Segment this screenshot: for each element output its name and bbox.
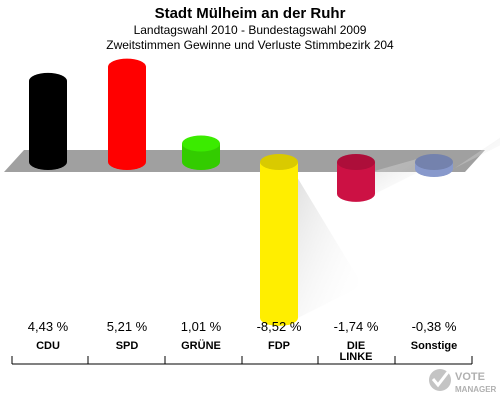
category-label-sonstige: Sonstige xyxy=(411,340,457,352)
bar-cap-sonstige xyxy=(415,154,453,170)
logo-line-2: MANAGER xyxy=(455,385,497,394)
chart-title: Stadt Mülheim an der Ruhr xyxy=(155,5,346,22)
bar-spd xyxy=(108,66,146,170)
chart-subtitle-line-1: Landtagswahl 2010 - Bundestagswahl 2009 xyxy=(134,23,367,37)
bar-shadow-Sonstige xyxy=(449,137,500,172)
value-label-fdp: -8,52 % xyxy=(257,319,302,334)
category-label-fdp: FDP xyxy=(268,340,290,352)
category-label-die-linke: DIE LINKE xyxy=(340,340,373,363)
bar-shadow-FDP xyxy=(294,172,358,318)
value-label-sonstige: -0,38 % xyxy=(412,319,457,334)
bar-cdu xyxy=(29,80,67,170)
category-label-spd: SPD xyxy=(116,340,139,352)
bar-cap-fdp xyxy=(260,154,298,170)
bar-cap-spd xyxy=(108,58,146,75)
bars-group xyxy=(29,58,500,326)
bar-fdp xyxy=(260,162,298,326)
vote-manager-logo: VOTE MANAGER xyxy=(429,369,497,394)
bar-cap-grüne xyxy=(182,135,220,152)
bar-cap-cdu xyxy=(29,72,67,89)
bar-cap-die-linke xyxy=(337,154,375,170)
logo-check-icon xyxy=(429,369,451,391)
value-label-cdu: 4,43 % xyxy=(28,319,69,334)
value-label-die-linke: -1,74 % xyxy=(334,319,379,334)
bar-die-linke xyxy=(337,162,375,202)
category-label-cdu: CDU xyxy=(36,340,60,352)
category-label-grüne: GRÜNE xyxy=(181,339,221,352)
value-label-spd: 5,21 % xyxy=(107,319,148,334)
chart-subtitle-line-2: Zweitstimmen Gewinne und Verluste Stimmb… xyxy=(106,38,394,52)
value-label-grüne: 1,01 % xyxy=(181,319,222,334)
logo-line-1: VOTE xyxy=(455,371,485,383)
labels-group: 4,43 % CDU 5,21 % SPD 1,01 % GRÜNE -8,52 % FDP -… xyxy=(11,319,473,365)
